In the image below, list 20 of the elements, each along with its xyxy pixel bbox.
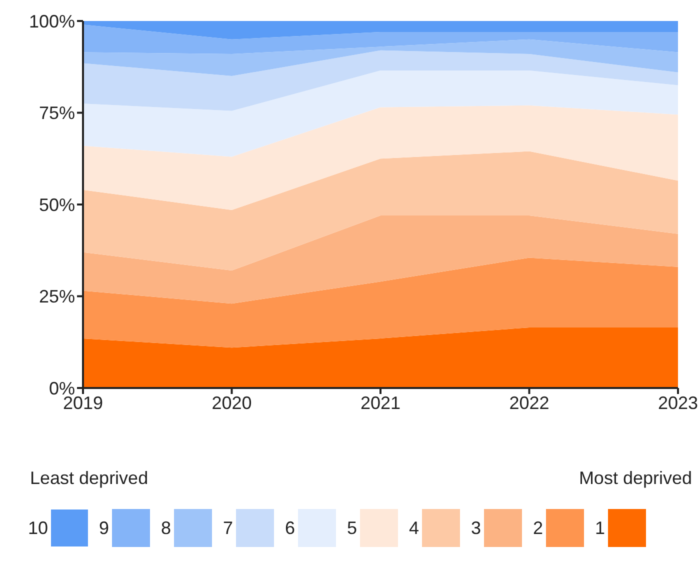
legend-label: 7 (222, 518, 233, 538)
y-tick-label: 100% (28, 11, 75, 32)
legend-label: 2 (532, 518, 543, 538)
legend-label: 9 (98, 518, 109, 538)
x-tick-label: 2023 (658, 392, 698, 413)
x-tick-label: 2020 (212, 392, 252, 413)
legend-label: 5 (346, 518, 357, 538)
legend-label: 3 (470, 518, 481, 538)
legend-label: 10 (28, 518, 48, 538)
y-tick-label: 25% (38, 286, 75, 307)
legend-label: 8 (160, 518, 171, 538)
x-tick-label: 2022 (509, 392, 550, 413)
text: Most deprived (578, 468, 692, 489)
text: Least deprived (30, 468, 148, 489)
x-tick-label: 2021 (360, 392, 401, 413)
y-tick-label: 50% (38, 194, 75, 215)
legend-label: 1 (594, 518, 605, 538)
y-tick-label: 75% (38, 103, 75, 124)
legend-label: 6 (284, 518, 295, 538)
legend-label: 4 (408, 518, 419, 538)
